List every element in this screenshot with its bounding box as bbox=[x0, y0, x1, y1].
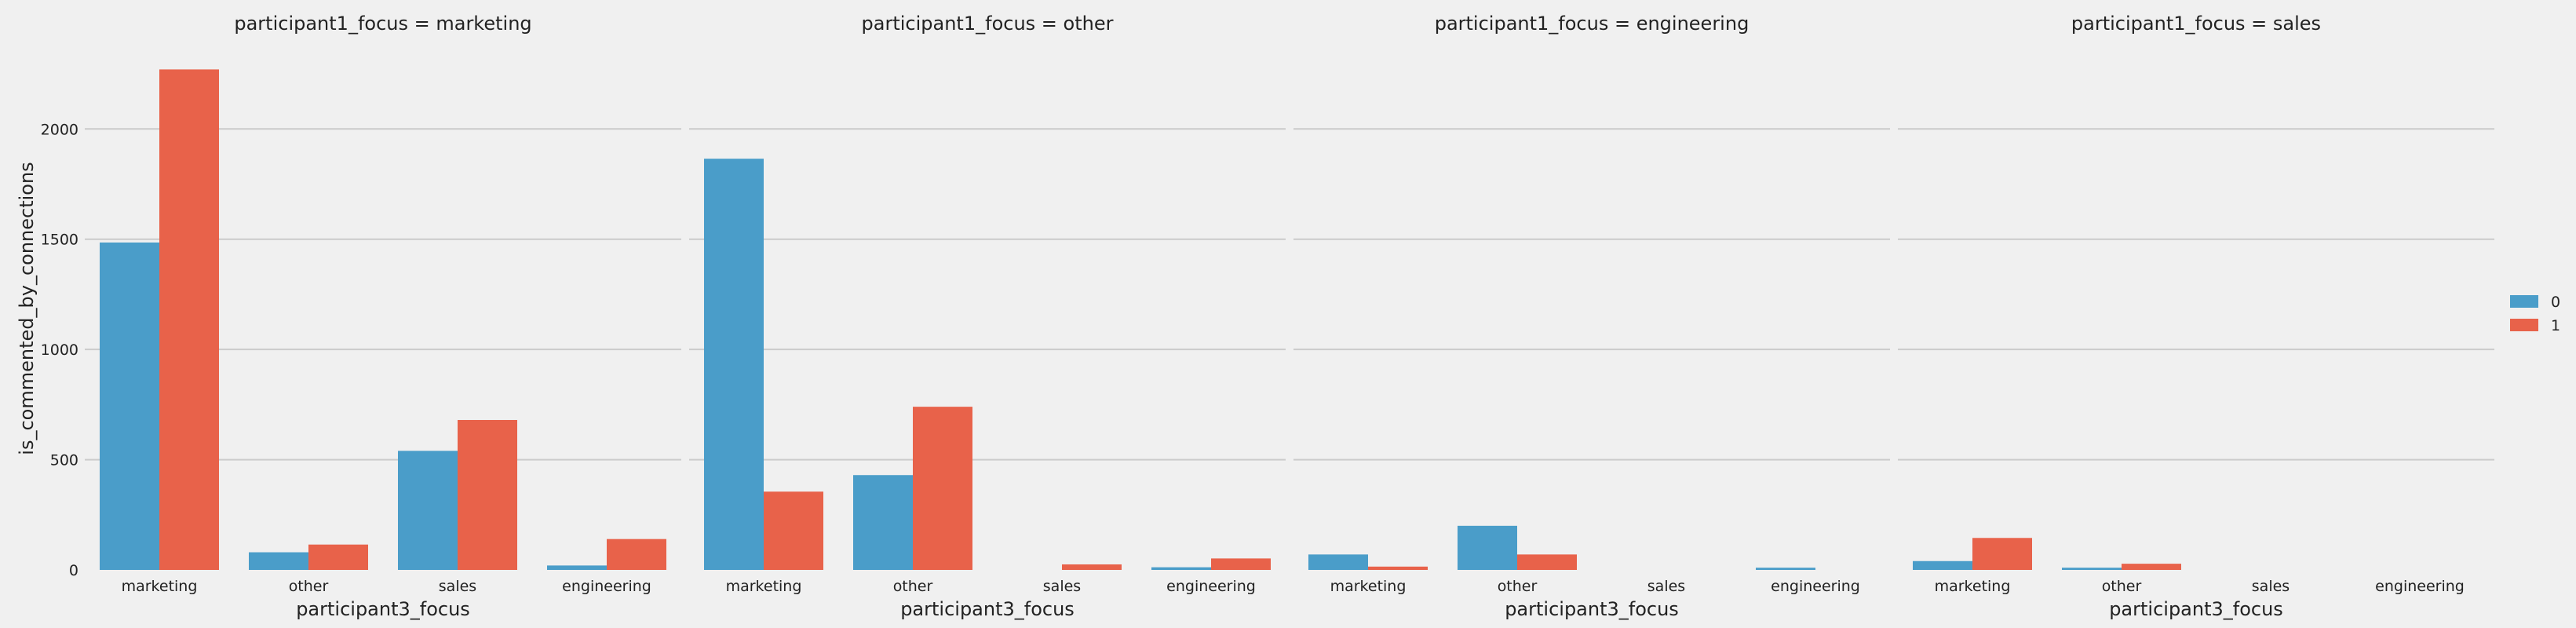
facet-title-sales: participant1_focus = sales bbox=[2071, 13, 2321, 35]
x-tick-label-sales-marketing: marketing bbox=[1935, 578, 2011, 595]
x-tick-label-other-engineering: engineering bbox=[1166, 578, 1256, 595]
y-tick-label-1500: 1500 bbox=[41, 232, 78, 249]
legend: 01 bbox=[2510, 294, 2560, 334]
facet-title-engineering: participant1_focus = engineering bbox=[1435, 13, 1750, 35]
y-tick-label-500: 500 bbox=[50, 452, 78, 469]
bar-other-other-series-1 bbox=[913, 407, 972, 570]
x-axis-title-engineering: participant3_focus bbox=[1505, 598, 1679, 620]
x-tick-label-marketing-marketing: marketing bbox=[122, 578, 198, 595]
x-tick-label-sales-other: other bbox=[2102, 578, 2142, 595]
bar-other-sales-series-1 bbox=[1062, 564, 1122, 570]
x-tick-label-other-other: other bbox=[893, 578, 933, 595]
x-axis-title-other: participant3_focus bbox=[900, 598, 1075, 620]
bar-sales-marketing-series-0 bbox=[1913, 560, 1972, 570]
bar-engineering-other-series-0 bbox=[1458, 525, 1517, 570]
y-tick-label-1000: 1000 bbox=[41, 341, 78, 359]
x-tick-label-engineering-other: other bbox=[1498, 578, 1538, 595]
x-axis-title-marketing: participant3_focus bbox=[296, 598, 470, 620]
x-tick-label-sales-engineering: engineering bbox=[2375, 578, 2465, 595]
legend-swatch-1 bbox=[2510, 319, 2538, 331]
bar-marketing-sales-series-0 bbox=[398, 451, 458, 570]
bar-marketing-marketing-series-1 bbox=[159, 69, 219, 570]
x-tick-label-sales-sales: sales bbox=[2252, 578, 2290, 595]
x-axis-title-sales: participant3_focus bbox=[2109, 598, 2283, 620]
bar-engineering-marketing-series-1 bbox=[1368, 566, 1428, 570]
x-tick-label-marketing-sales: sales bbox=[439, 578, 476, 595]
bar-engineering-marketing-series-0 bbox=[1308, 554, 1368, 570]
bar-marketing-other-series-1 bbox=[308, 544, 368, 570]
bar-marketing-other-series-0 bbox=[249, 552, 308, 570]
y-tick-label-0: 0 bbox=[69, 562, 78, 579]
facet-title-marketing: participant1_focus = marketing bbox=[234, 13, 531, 35]
grid-layer bbox=[85, 128, 2494, 461]
bar-sales-other-series-0 bbox=[2062, 568, 2122, 570]
x-tick-label-other-marketing: marketing bbox=[726, 578, 802, 595]
bar-other-engineering-series-1 bbox=[1211, 558, 1271, 570]
x-tick-label-marketing-engineering: engineering bbox=[562, 578, 651, 595]
facet-title-other: participant1_focus = other bbox=[862, 13, 1114, 35]
bar-marketing-marketing-series-0 bbox=[100, 242, 159, 570]
bar-other-other-series-0 bbox=[853, 475, 913, 570]
y-tick-label-2000: 2000 bbox=[41, 121, 78, 138]
bar-other-engineering-series-0 bbox=[1151, 567, 1211, 570]
bar-marketing-sales-series-1 bbox=[458, 420, 517, 570]
x-tick-label-engineering-marketing: marketing bbox=[1330, 578, 1407, 595]
bar-sales-marketing-series-1 bbox=[1972, 538, 2032, 570]
x-tick-label-other-sales: sales bbox=[1043, 578, 1081, 595]
label-layer: participant1_focus = marketing 0 500 1000 15… bbox=[41, 13, 2465, 620]
bar-marketing-engineering-series-0 bbox=[547, 565, 607, 570]
bar-sales-other-series-1 bbox=[2122, 564, 2181, 570]
x-tick-label-engineering-engineering: engineering bbox=[1771, 578, 1860, 595]
legend-swatch-0 bbox=[2510, 295, 2538, 308]
bar-layer bbox=[100, 69, 2181, 571]
y-axis-title: is_commented_by_connections bbox=[16, 162, 38, 455]
bar-other-marketing-series-1 bbox=[764, 491, 823, 570]
legend-label-0: 0 bbox=[2551, 294, 2560, 311]
x-tick-label-engineering-sales: sales bbox=[1647, 578, 1685, 595]
bar-other-marketing-series-0 bbox=[704, 159, 764, 571]
bar-engineering-engineering-series-0 bbox=[1756, 568, 1815, 570]
bar-marketing-engineering-series-1 bbox=[607, 539, 666, 570]
bar-engineering-other-series-1 bbox=[1517, 554, 1577, 570]
x-tick-label-marketing-other: other bbox=[289, 578, 329, 595]
legend-label-1: 1 bbox=[2551, 317, 2560, 334]
